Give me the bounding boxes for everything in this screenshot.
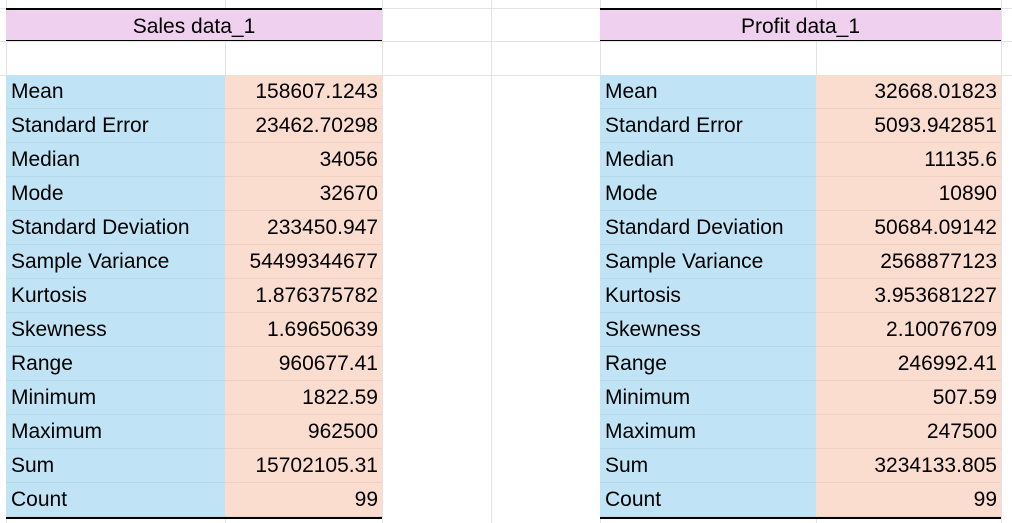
stat-value-cell[interactable]: 10890 xyxy=(816,177,1001,211)
gridline-h xyxy=(0,8,1012,9)
stat-label-cell[interactable]: Mean xyxy=(6,75,225,109)
stat-value-cell[interactable]: 158607.1243 xyxy=(225,75,382,109)
stat-label-cell[interactable]: Maximum xyxy=(6,415,225,449)
stat-value-cell[interactable]: 246992.41 xyxy=(816,347,1001,381)
table-row: Range 960677.41 xyxy=(6,347,382,381)
table-row: Standard Error 5093.942851 xyxy=(600,109,1001,143)
stat-value-cell[interactable]: 32668.01823 xyxy=(816,75,1001,109)
stat-value-cell[interactable]: 2568877123 xyxy=(816,245,1001,279)
stat-label-cell[interactable]: Count xyxy=(600,483,816,517)
table-row: Sum 15702105.31 xyxy=(6,449,382,483)
stat-label-cell[interactable]: Standard Deviation xyxy=(600,211,816,245)
stat-value-cell[interactable]: 962500 xyxy=(225,415,382,449)
stat-value-cell[interactable]: 2.10076709 xyxy=(816,313,1001,347)
stat-label-cell[interactable]: Standard Error xyxy=(600,109,816,143)
table-header-cell[interactable]: Profit data_1 xyxy=(600,8,1001,41)
stat-value-cell[interactable]: 34056 xyxy=(225,143,382,177)
table-body: Mean 32668.01823 Standard Error 5093.94285… xyxy=(600,75,1001,519)
stat-value-cell[interactable]: 5093.942851 xyxy=(816,109,1001,143)
table-row: Median 34056 xyxy=(6,143,382,177)
table-row: Standard Deviation 50684.09142 xyxy=(600,211,1001,245)
stat-label-cell[interactable]: Sum xyxy=(600,449,816,483)
stat-value-cell[interactable]: 1.876375782 xyxy=(225,279,382,313)
stat-value-cell[interactable]: 3234133.805 xyxy=(816,449,1001,483)
stat-label-cell[interactable]: Median xyxy=(6,143,225,177)
stat-label-cell[interactable]: Median xyxy=(600,143,816,177)
stat-value-cell[interactable]: 15702105.31 xyxy=(225,449,382,483)
stat-value-cell[interactable]: 23462.70298 xyxy=(225,109,382,143)
gridline-h xyxy=(0,41,1012,42)
stat-value-cell[interactable]: 960677.41 xyxy=(225,347,382,381)
stat-label-cell[interactable]: Mode xyxy=(600,177,816,211)
stat-label-cell[interactable]: Kurtosis xyxy=(6,279,225,313)
stat-label-cell[interactable]: Minimum xyxy=(6,381,225,415)
stat-label-cell[interactable]: Sample Variance xyxy=(600,245,816,279)
table-row: Minimum 1822.59 xyxy=(6,381,382,415)
table-header-cell[interactable]: Sales data_1 xyxy=(6,8,382,41)
table-row: Maximum 962500 xyxy=(6,415,382,449)
table-row: Sample Variance 2568877123 xyxy=(600,245,1001,279)
table-row: Skewness 1.69650639 xyxy=(6,313,382,347)
profit-stats-table: Profit data_1 Mean 32668.01823 Standard E… xyxy=(600,8,1001,519)
stat-label-cell[interactable]: Range xyxy=(6,347,225,381)
stat-value-cell[interactable]: 99 xyxy=(816,483,1001,517)
table-row: Mode 10890 xyxy=(600,177,1001,211)
stat-label-cell[interactable]: Count xyxy=(6,483,225,517)
stat-label-cell[interactable]: Kurtosis xyxy=(600,279,816,313)
blank-row[interactable] xyxy=(600,41,1001,75)
stat-value-cell[interactable]: 11135.6 xyxy=(816,143,1001,177)
stat-value-cell[interactable]: 507.59 xyxy=(816,381,1001,415)
stat-label-cell[interactable]: Skewness xyxy=(6,313,225,347)
stat-label-cell[interactable]: Standard Deviation xyxy=(6,211,225,245)
table-row: Maximum 247500 xyxy=(600,415,1001,449)
table-row: Kurtosis 1.876375782 xyxy=(6,279,382,313)
table-row: Sample Variance 54499344677 xyxy=(6,245,382,279)
blank-row[interactable] xyxy=(6,41,382,75)
stat-value-cell[interactable]: 247500 xyxy=(816,415,1001,449)
stat-label-cell[interactable]: Minimum xyxy=(600,381,816,415)
stat-label-cell[interactable]: Sum xyxy=(6,449,225,483)
stat-label-cell[interactable]: Mode xyxy=(6,177,225,211)
table-row: Kurtosis 3.953681227 xyxy=(600,279,1001,313)
stat-value-cell[interactable]: 233450.947 xyxy=(225,211,382,245)
table-row: Sum 3234133.805 xyxy=(600,449,1001,483)
table-row: Range 246992.41 xyxy=(600,347,1001,381)
sales-stats-table: Sales data_1 Mean 158607.1243 Standard Er… xyxy=(6,8,382,519)
stat-label-cell[interactable]: Maximum xyxy=(600,415,816,449)
stat-value-cell[interactable]: 54499344677 xyxy=(225,245,382,279)
table-row: Count 99 xyxy=(6,483,382,517)
stat-value-cell[interactable]: 1.69650639 xyxy=(225,313,382,347)
gridline-v xyxy=(382,0,383,523)
table-row: Mean 158607.1243 xyxy=(6,75,382,109)
table-row: Count 99 xyxy=(600,483,1001,517)
table-row: Standard Deviation 233450.947 xyxy=(6,211,382,245)
table-row: Minimum 507.59 xyxy=(600,381,1001,415)
table-row: Skewness 2.10076709 xyxy=(600,313,1001,347)
stat-value-cell[interactable]: 99 xyxy=(225,483,382,517)
stat-label-cell[interactable]: Standard Error xyxy=(6,109,225,143)
table-row: Mean 32668.01823 xyxy=(600,75,1001,109)
stat-label-cell[interactable]: Skewness xyxy=(600,313,816,347)
stat-label-cell[interactable]: Range xyxy=(600,347,816,381)
stat-value-cell[interactable]: 1822.59 xyxy=(225,381,382,415)
stat-label-cell[interactable]: Mean xyxy=(600,75,816,109)
gridline-h xyxy=(0,75,1012,76)
table-row: Mode 32670 xyxy=(6,177,382,211)
table-body: Mean 158607.1243 Standard Error 23462.7029… xyxy=(6,75,382,519)
table-row: Median 11135.6 xyxy=(600,143,1001,177)
stat-value-cell[interactable]: 32670 xyxy=(225,177,382,211)
stat-label-cell[interactable]: Sample Variance xyxy=(6,245,225,279)
gridline-v xyxy=(1001,0,1002,523)
stat-value-cell[interactable]: 3.953681227 xyxy=(816,279,1001,313)
table-row: Standard Error 23462.70298 xyxy=(6,109,382,143)
gridline-v xyxy=(491,0,492,523)
stat-value-cell[interactable]: 50684.09142 xyxy=(816,211,1001,245)
